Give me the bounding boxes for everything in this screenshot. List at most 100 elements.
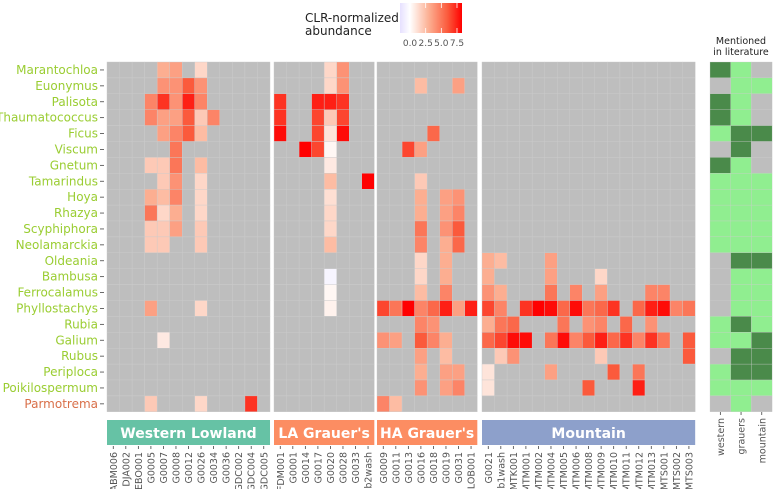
heatmap-cell — [569, 284, 583, 301]
heatmap-cell — [481, 61, 495, 79]
heatmap-cell — [682, 188, 696, 206]
heatmap-cell — [389, 220, 403, 238]
heatmap-cell — [569, 236, 583, 253]
heatmap-cell — [531, 268, 545, 285]
literature-cell — [751, 252, 773, 269]
heatmap-cell — [464, 316, 478, 333]
heatmap-cell — [106, 188, 120, 206]
heatmap-cell — [144, 268, 158, 285]
heatmap-cell — [182, 395, 195, 412]
heatmap-cell — [439, 61, 453, 79]
heatmap-cell — [531, 204, 545, 222]
literature-cell — [751, 348, 773, 365]
heatmap-cell — [169, 284, 183, 301]
heatmap-cell — [169, 188, 183, 206]
heatmap-cell — [439, 236, 453, 253]
heatmap-cell — [182, 300, 195, 317]
heatmap-cell — [682, 204, 696, 222]
heatmap-cell — [531, 141, 545, 158]
heatmap-cell — [232, 93, 246, 110]
heatmap-cell — [414, 316, 428, 333]
heatmap-cell — [311, 268, 325, 285]
heatmap-cell — [669, 77, 683, 95]
heatmap-cell — [644, 379, 658, 397]
heatmap-cell — [464, 188, 478, 206]
heatmap-cell — [389, 332, 403, 349]
heatmap-cell — [349, 379, 362, 397]
heatmap-cell — [336, 300, 350, 317]
heatmap-cell — [311, 316, 325, 333]
heatmap-cell — [414, 348, 428, 365]
heatmap-cell — [376, 300, 390, 317]
heatmap-cell — [194, 204, 208, 222]
heatmap-cell — [494, 379, 508, 397]
literature-title-line1: Mentioned — [716, 36, 766, 47]
panel-strip-label: Mountain — [551, 426, 625, 442]
literature-cell — [709, 189, 731, 206]
heatmap-cell — [106, 141, 120, 158]
heatmap-cell — [657, 188, 671, 206]
column-label: G0005 — [146, 452, 157, 484]
heatmap-cell — [414, 379, 428, 397]
heatmap-cell — [194, 61, 208, 79]
heatmap-cell — [506, 109, 520, 126]
heatmap-cell — [452, 188, 465, 206]
heatmap-cell — [336, 252, 350, 269]
column-label: MTM004 — [546, 452, 557, 489]
heatmap-cell — [582, 284, 596, 301]
heatmap-cell — [323, 173, 337, 190]
heatmap-cell — [669, 93, 683, 110]
heatmap-cell — [219, 316, 233, 333]
heatmap-cell — [298, 284, 312, 301]
heatmap-cell — [544, 363, 558, 381]
heatmap-cell — [519, 77, 533, 95]
heatmap-cell — [557, 316, 570, 333]
heatmap-cell — [519, 316, 533, 333]
heatmap-cell — [156, 109, 170, 126]
column-label: G0014 — [301, 452, 312, 484]
heatmap-cell — [452, 348, 465, 365]
heatmap-cell — [426, 77, 440, 95]
heatmap-cell — [464, 348, 478, 365]
literature-cell — [751, 332, 773, 349]
heatmap-cell — [273, 173, 287, 190]
heatmap-cell — [349, 395, 362, 412]
heatmap-cell — [544, 236, 558, 253]
heatmap-cell — [439, 93, 453, 110]
heatmap-cell — [286, 363, 300, 381]
heatmap-cell — [464, 268, 478, 285]
heatmap-cell — [481, 363, 495, 381]
heatmap-cell — [401, 348, 415, 365]
literature-cell — [751, 316, 773, 333]
heatmap-cell — [273, 157, 287, 174]
heatmap-cell — [286, 125, 300, 142]
literature-cell — [751, 220, 773, 238]
heatmap-cell — [298, 316, 312, 333]
heatmap-cell — [494, 332, 508, 349]
heatmap-cell — [519, 141, 533, 158]
heatmap-cell — [257, 188, 271, 206]
heatmap-cell — [156, 252, 170, 269]
heatmap-cell — [286, 252, 300, 269]
heatmap-cell — [207, 125, 221, 142]
heatmap-cell — [644, 125, 658, 142]
heatmap-cell — [219, 268, 233, 285]
literature-cell — [730, 204, 752, 222]
heatmap-cell — [349, 109, 362, 126]
heatmap-cell — [657, 395, 671, 412]
literature-cell — [751, 363, 773, 381]
heatmap-cell — [232, 268, 246, 285]
heatmap-cell — [519, 188, 533, 206]
row-label: Ficus — [68, 127, 98, 141]
heatmap-cell — [426, 141, 440, 158]
heatmap-cell — [298, 220, 312, 238]
heatmap-cell — [607, 93, 621, 110]
literature-cell — [730, 220, 752, 238]
heatmap-cell — [194, 284, 208, 301]
heatmap-cell — [106, 379, 120, 397]
heatmap-cell — [594, 125, 608, 142]
heatmap-cell — [131, 236, 145, 253]
heatmap-cell — [401, 109, 415, 126]
column-label: MTM008 — [584, 452, 595, 489]
heatmap-cell — [244, 77, 258, 95]
